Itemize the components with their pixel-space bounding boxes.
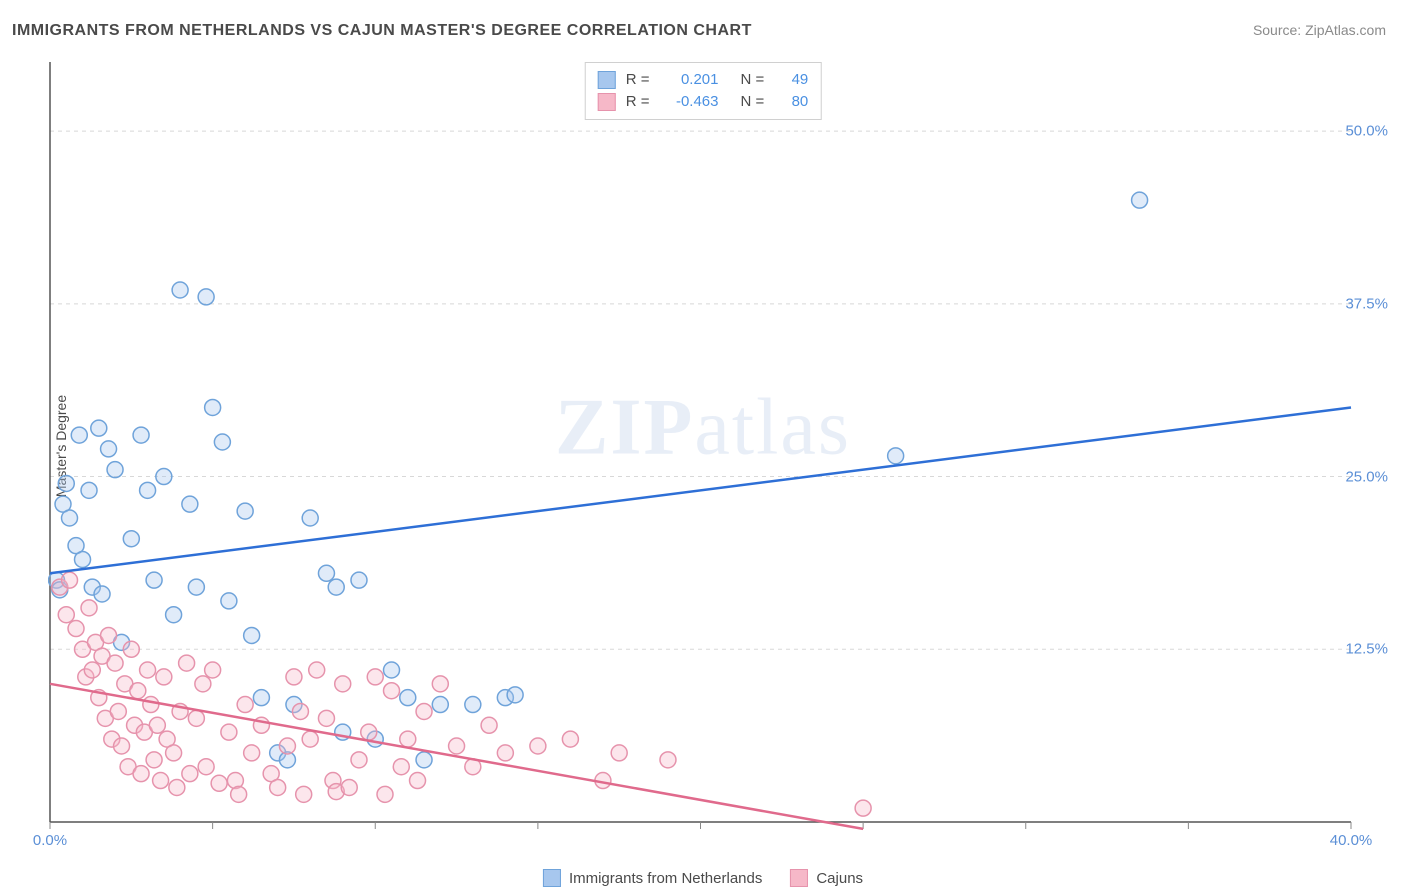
x-tick-label: 40.0% [1330, 832, 1373, 849]
legend-label: Cajuns [816, 870, 863, 887]
legend-label: Immigrants from Netherlands [569, 870, 762, 887]
legend-row-series-1: R = -0.463 N = 80 [598, 91, 809, 113]
source-label: Source: [1253, 22, 1301, 38]
r-label: R = [626, 91, 650, 113]
correlation-legend: R = 0.201 N = 49 R = -0.463 N = 80 [585, 62, 822, 120]
chart-title: IMMIGRANTS FROM NETHERLANDS VS CAJUN MAS… [12, 22, 752, 40]
n-label: N = [741, 69, 765, 91]
plot-area [48, 60, 1353, 850]
y-tick-label: 12.5% [1345, 641, 1388, 658]
x-tick-label: 0.0% [33, 832, 67, 849]
legend-item-series-0: Immigrants from Netherlands [543, 869, 762, 887]
source-name: ZipAtlas.com [1305, 22, 1386, 38]
r-value: -0.463 [664, 91, 719, 113]
legend-swatch-icon [598, 71, 616, 89]
n-label: N = [741, 91, 765, 113]
y-tick-label: 37.5% [1345, 295, 1388, 312]
correlation-chart: IMMIGRANTS FROM NETHERLANDS VS CAJUN MAS… [0, 0, 1406, 892]
r-value: 0.201 [664, 69, 719, 91]
y-tick-label: 25.0% [1345, 468, 1388, 485]
legend-row-series-0: R = 0.201 N = 49 [598, 69, 809, 91]
r-label: R = [626, 69, 650, 91]
legend-item-series-1: Cajuns [790, 869, 863, 887]
legend-swatch-icon [598, 93, 616, 111]
source-attribution: Source: ZipAtlas.com [1253, 22, 1386, 38]
series-legend: Immigrants from Netherlands Cajuns [543, 869, 863, 887]
n-value: 49 [778, 69, 808, 91]
legend-swatch-icon [543, 869, 561, 887]
y-tick-label: 50.0% [1345, 123, 1388, 140]
legend-swatch-icon [790, 869, 808, 887]
n-value: 80 [778, 91, 808, 113]
